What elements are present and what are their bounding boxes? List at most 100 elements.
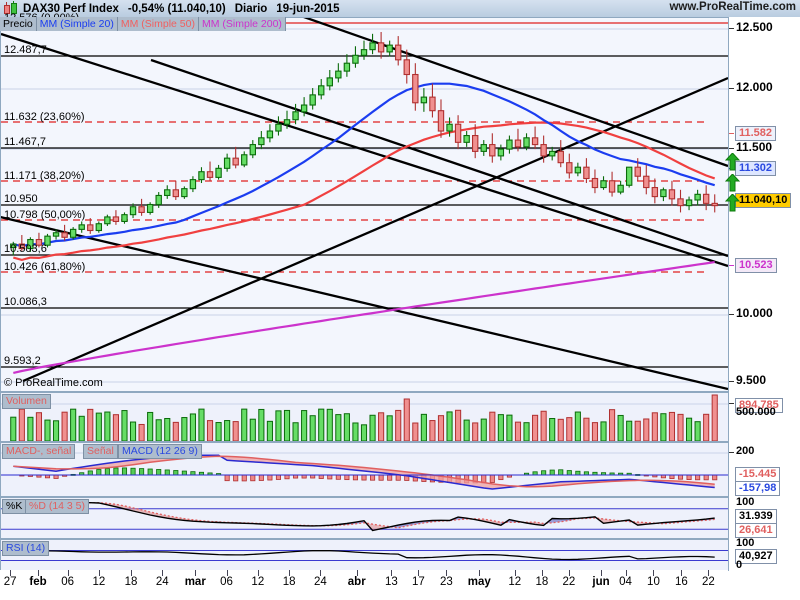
date-axis-tick: [418, 570, 420, 576]
date-axis-tick: [514, 570, 516, 576]
date-axis-tick: [446, 570, 448, 576]
date-axis-tick: [541, 570, 543, 576]
date-axis-tick: [391, 570, 393, 576]
date-axis-tick: [625, 570, 627, 576]
instrument-name: DAX30 Perf Index: [23, 2, 119, 15]
macd-axis-tick: [729, 452, 734, 453]
date-axis-tick: [601, 570, 603, 576]
volume-legend[interactable]: Volumen: [2, 394, 51, 409]
date-axis-tick: [681, 570, 683, 576]
date-axis-tick: [10, 570, 12, 576]
price-axis[interactable]: 12.500 12.000 11.500 10.000 9.500 11.582 11.30…: [728, 17, 800, 392]
rsi-pane[interactable]: [0, 539, 729, 571]
date-axis-label: mar: [184, 576, 206, 588]
stoch-top-label: 100: [736, 496, 755, 508]
support-level-label: 10.086,3: [4, 296, 47, 308]
macd-signal-value[interactable]: -15.445: [735, 467, 781, 482]
candlestick-icon: [2, 1, 19, 16]
rsi-top-label: 100: [736, 537, 755, 549]
date-axis-label: 12: [251, 576, 265, 588]
rsi-legend[interactable]: RSI (14): [2, 541, 50, 556]
ma50-value[interactable]: 11.582: [735, 126, 777, 141]
price-axis-tick: [729, 148, 734, 149]
date-axis-label: 24: [155, 576, 169, 588]
date-axis-label: 12: [92, 576, 106, 588]
date-axis-label: 17: [412, 576, 425, 588]
stochastic-pane[interactable]: [0, 497, 729, 539]
stoch-k-value[interactable]: 31.939: [735, 509, 777, 524]
volume-gridline-label: 500.000: [736, 406, 776, 418]
support-level-label: 12.487,7: [4, 44, 47, 56]
legend-price[interactable]: Precio: [0, 17, 37, 31]
macd-axis[interactable]: 200 -15.445 -157,98: [728, 442, 800, 497]
ma200-value[interactable]: 10.523: [735, 258, 777, 273]
last-price-value[interactable]: 11.040,10: [735, 193, 792, 208]
stochastic-axis[interactable]: 100 31.939 26,641: [728, 496, 800, 539]
legend-ma50[interactable]: MM (Simple 50): [117, 17, 199, 31]
legend-ma200[interactable]: MM (Simple 200): [198, 17, 286, 31]
window-titlebar: DAX30 Perf Index -0,54% (11.040,10) Diario…: [0, 0, 800, 18]
buy-arrow-1: [725, 153, 740, 171]
volume-axis[interactable]: 894.785 500.000: [728, 392, 800, 442]
price-axis-tick: [729, 133, 734, 134]
date-axis-label: 27: [3, 576, 17, 588]
price-axis-tick: [729, 265, 734, 266]
date-axis-tick: [131, 570, 133, 576]
price-axis-label: 10.000: [736, 306, 773, 320]
date-axis[interactable]: 27 feb 06 12 18 24 mar 06 12 18 24 abr 13 17 23 may 12 18…: [0, 570, 728, 600]
date-axis-tick: [356, 570, 358, 576]
price-axis-tick: [729, 88, 734, 89]
date-axis-tick: [708, 570, 710, 576]
copyright-label: © ProRealTime.com: [4, 377, 103, 389]
date-axis-tick: [226, 570, 228, 576]
date-axis-tick: [479, 570, 481, 576]
fib-level-label: 11.632 (23,60%): [4, 111, 85, 123]
date-axis-tick: [38, 570, 40, 576]
date-axis-tick: [653, 570, 655, 576]
buy-arrow-2: [725, 174, 740, 192]
date-axis-label: 06: [61, 576, 75, 588]
stoch-d-value[interactable]: 26,641: [735, 523, 777, 538]
fib-level-label: 10.426 (61,80%): [4, 261, 86, 273]
buy-arrow-3: [725, 194, 740, 212]
date-axis-label: may: [467, 576, 491, 588]
volume-value[interactable]: 894.785: [735, 398, 783, 413]
legend-ma20[interactable]: MM (Simple 20): [36, 17, 118, 31]
price-chart-pane[interactable]: [0, 17, 729, 392]
macd-value[interactable]: -157,98: [735, 481, 781, 496]
titlebar-text: DAX30 Perf Index -0,54% (11.040,10) Diario…: [23, 3, 340, 15]
ma20-value[interactable]: 11.302: [735, 161, 777, 176]
date-axis-label: abr: [347, 576, 366, 588]
date-axis-label: 24: [313, 576, 327, 588]
date-axis-tick: [289, 570, 291, 576]
macd-legend[interactable]: MACD (12 26 9): [118, 444, 202, 459]
date-axis-label: 04: [619, 576, 632, 588]
date-axis-tick: [67, 570, 69, 576]
timeframe-label: Diario: [234, 2, 268, 15]
macd-signal-legend[interactable]: Señal: [83, 444, 118, 459]
volume-pane[interactable]: [0, 392, 729, 442]
fib-level-label: 10.798 (50,00%): [4, 209, 86, 221]
date-axis-label: 23: [439, 576, 453, 588]
stoch-k-legend[interactable]: %K: [2, 499, 27, 514]
date-axis-label: 13: [384, 576, 398, 588]
support-level-label: 11.467,7: [4, 136, 47, 148]
chart-date: 19-jun-2015: [276, 2, 340, 15]
price-axis-tick: [729, 381, 734, 382]
date-axis-tick: [568, 570, 570, 576]
support-level-label: 9.593,2: [4, 355, 41, 367]
date-axis-label: 18: [282, 576, 296, 588]
date-axis-tick: [162, 570, 164, 576]
rsi-axis[interactable]: 100 40,927 0: [728, 537, 800, 571]
website-label: www.ProRealTime.com: [669, 1, 796, 13]
rsi-bottom-label: 0: [736, 559, 743, 571]
fib-level-label: 11.171 (38,20%): [4, 170, 85, 182]
date-axis-tick: [320, 570, 322, 576]
date-axis-label: jun: [592, 576, 610, 588]
macd-hist-legend[interactable]: MACD-, señal: [2, 444, 76, 459]
stoch-d-legend[interactable]: %D (14 3 5): [25, 499, 90, 514]
support-level-label: 10.503,6: [4, 243, 47, 255]
price-axis-label: 12.500: [736, 20, 773, 34]
price-axis-tick: [729, 28, 734, 29]
rsi-value[interactable]: 40,927: [735, 549, 777, 564]
